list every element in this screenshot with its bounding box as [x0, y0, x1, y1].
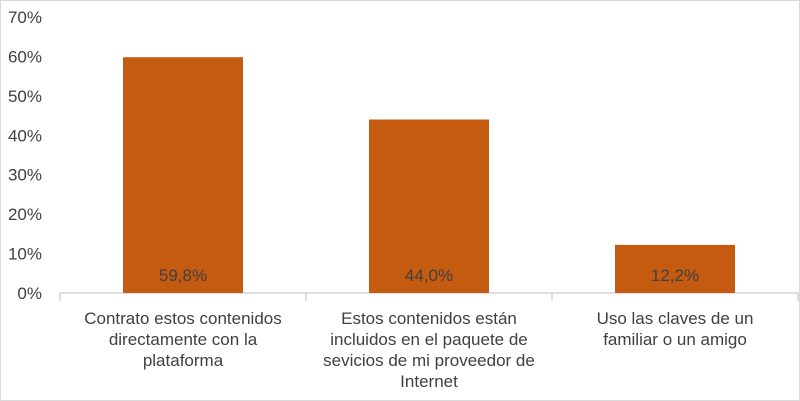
x-tick-label-line: incluidos en el paquete de: [330, 330, 528, 349]
y-tick-label: 0%: [17, 284, 42, 303]
x-tick-label-line: Contrato estos contenidos: [84, 309, 282, 328]
data-label: 59,8%: [159, 266, 207, 285]
bar: [123, 57, 243, 293]
x-tick-label-line: plataforma: [143, 351, 224, 370]
y-tick-label: 40%: [8, 126, 42, 145]
x-tick-label: Uso las claves de un familiar o un amigo: [597, 309, 754, 349]
x-tick-label-line: Internet: [400, 372, 458, 391]
y-tick-label: 60%: [8, 47, 42, 66]
y-tick-label: 70%: [8, 8, 42, 27]
x-tick-label-line: Estos contenidos están: [341, 309, 517, 328]
bar: [369, 119, 489, 293]
y-tick-label: 50%: [8, 87, 42, 106]
x-tick-label-line: sevicios de mi proveedor de: [323, 351, 535, 370]
data-label: 12,2%: [651, 266, 699, 285]
x-tick-label: Estos contenidos están incluidos en el pa…: [323, 309, 535, 391]
bar: [615, 244, 735, 293]
data-label: 44,0%: [405, 266, 453, 285]
x-tick-label-line: Uso las claves de un: [597, 309, 754, 328]
y-tick-label: 30%: [8, 166, 42, 185]
y-tick-label: 20%: [8, 205, 42, 224]
x-tick-label-line: directamente con la: [109, 330, 258, 349]
y-tick-label: 10%: [8, 245, 42, 264]
x-tick-label: Contrato estos contenidos directamente co…: [84, 309, 282, 370]
x-tick-label-line: familiar o un amigo: [603, 330, 747, 349]
